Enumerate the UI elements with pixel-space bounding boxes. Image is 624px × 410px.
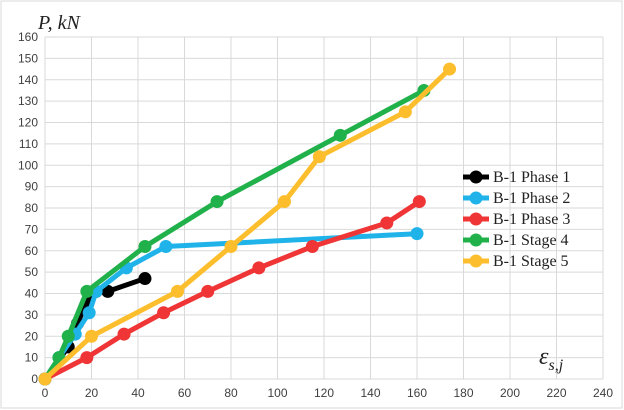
data-point: [224, 239, 238, 253]
data-point: [443, 62, 457, 76]
legend-item: B-1 Phase 2: [463, 190, 570, 207]
data-point: [159, 239, 173, 253]
y-tick-label: 80: [25, 201, 39, 215]
series-5: [38, 62, 457, 386]
x-tick-label: 100: [267, 386, 287, 400]
x-tick-label: 60: [178, 386, 192, 400]
legend-marker: [469, 233, 483, 247]
y-tick-label: 0: [31, 372, 38, 386]
legend-label: B-1 Stage 5: [493, 253, 569, 270]
series-3: [38, 195, 426, 386]
y-tick-label: 10: [25, 351, 39, 365]
series-lines: [38, 62, 457, 386]
data-point: [138, 272, 152, 286]
legend-label: B-1 Stage 4: [493, 232, 569, 249]
y-axis-label: P, kN: [37, 12, 82, 34]
y-tick-label: 90: [25, 180, 39, 194]
data-point: [210, 195, 224, 209]
y-tick-label: 120: [18, 116, 38, 130]
y-tick-label: 70: [25, 222, 39, 236]
x-axis-label: εs,j: [539, 344, 564, 374]
y-tick-label: 60: [25, 244, 39, 258]
data-point: [312, 150, 326, 164]
data-point: [410, 227, 424, 241]
legend-item: B-1 Phase 1: [463, 169, 570, 186]
x-tick-label: 180: [453, 386, 473, 400]
data-point: [171, 284, 185, 298]
x-tick-label: 160: [407, 386, 427, 400]
data-point: [138, 239, 152, 253]
data-point: [305, 239, 319, 253]
x-tick-label: 80: [224, 386, 238, 400]
x-tick-label: 240: [593, 386, 613, 400]
data-point: [101, 284, 115, 298]
y-tick-label: 30: [25, 308, 39, 322]
data-point: [277, 195, 291, 209]
legend-label: B-1 Phase 1: [493, 169, 570, 186]
legend-marker: [469, 191, 483, 205]
legend-marker: [469, 212, 483, 226]
data-point: [82, 306, 96, 320]
y-tick-label: 140: [18, 73, 38, 87]
legend-marker: [469, 254, 483, 268]
y-tick-label: 20: [25, 329, 39, 343]
legend-label: B-1 Phase 3: [493, 211, 570, 228]
x-tick-label: 200: [500, 386, 520, 400]
data-point: [201, 284, 215, 298]
data-point: [85, 329, 98, 343]
data-point: [412, 195, 426, 209]
data-point: [38, 372, 52, 386]
legend-item: B-1 Stage 4: [463, 232, 569, 249]
y-tick-label: 150: [18, 51, 38, 65]
legend-item: B-1 Stage 5: [463, 253, 569, 270]
data-point: [252, 261, 266, 275]
legend-marker: [469, 170, 483, 184]
legend-item: B-1 Phase 3: [463, 211, 570, 228]
legend: B-1 Phase 1 B-1 Phase 2 B-1 Phase 3 B-1 Sta…: [463, 169, 570, 270]
series-line: [42, 66, 453, 382]
data-point: [380, 216, 394, 230]
y-tick-label: 110: [19, 137, 38, 151]
data-point: [333, 128, 347, 142]
y-tick-label: 130: [18, 94, 38, 108]
y-tick-label: 50: [25, 265, 39, 279]
grid: [44, 36, 604, 380]
x-tick-label: 20: [85, 386, 99, 400]
x-tick-label: 40: [131, 386, 145, 400]
tick-labels: 0 10 20 30 40 50 60 70 80 90 100 110 120 130 140 150 160…: [18, 30, 613, 400]
x-tick-label: 0: [42, 386, 49, 400]
x-tick-label: 220: [546, 386, 566, 400]
y-tick-label: 160: [18, 30, 38, 44]
data-point: [61, 329, 75, 343]
x-tick-label: 140: [360, 386, 380, 400]
y-tick-label: 40: [25, 287, 39, 301]
data-point: [157, 306, 171, 320]
data-point: [80, 284, 94, 298]
data-point: [398, 105, 412, 119]
legend-label: B-1 Phase 2: [493, 190, 570, 207]
data-point: [80, 351, 94, 365]
y-tick-label: 100: [18, 158, 38, 172]
data-point: [117, 327, 131, 341]
x-tick-label: 120: [314, 386, 334, 400]
